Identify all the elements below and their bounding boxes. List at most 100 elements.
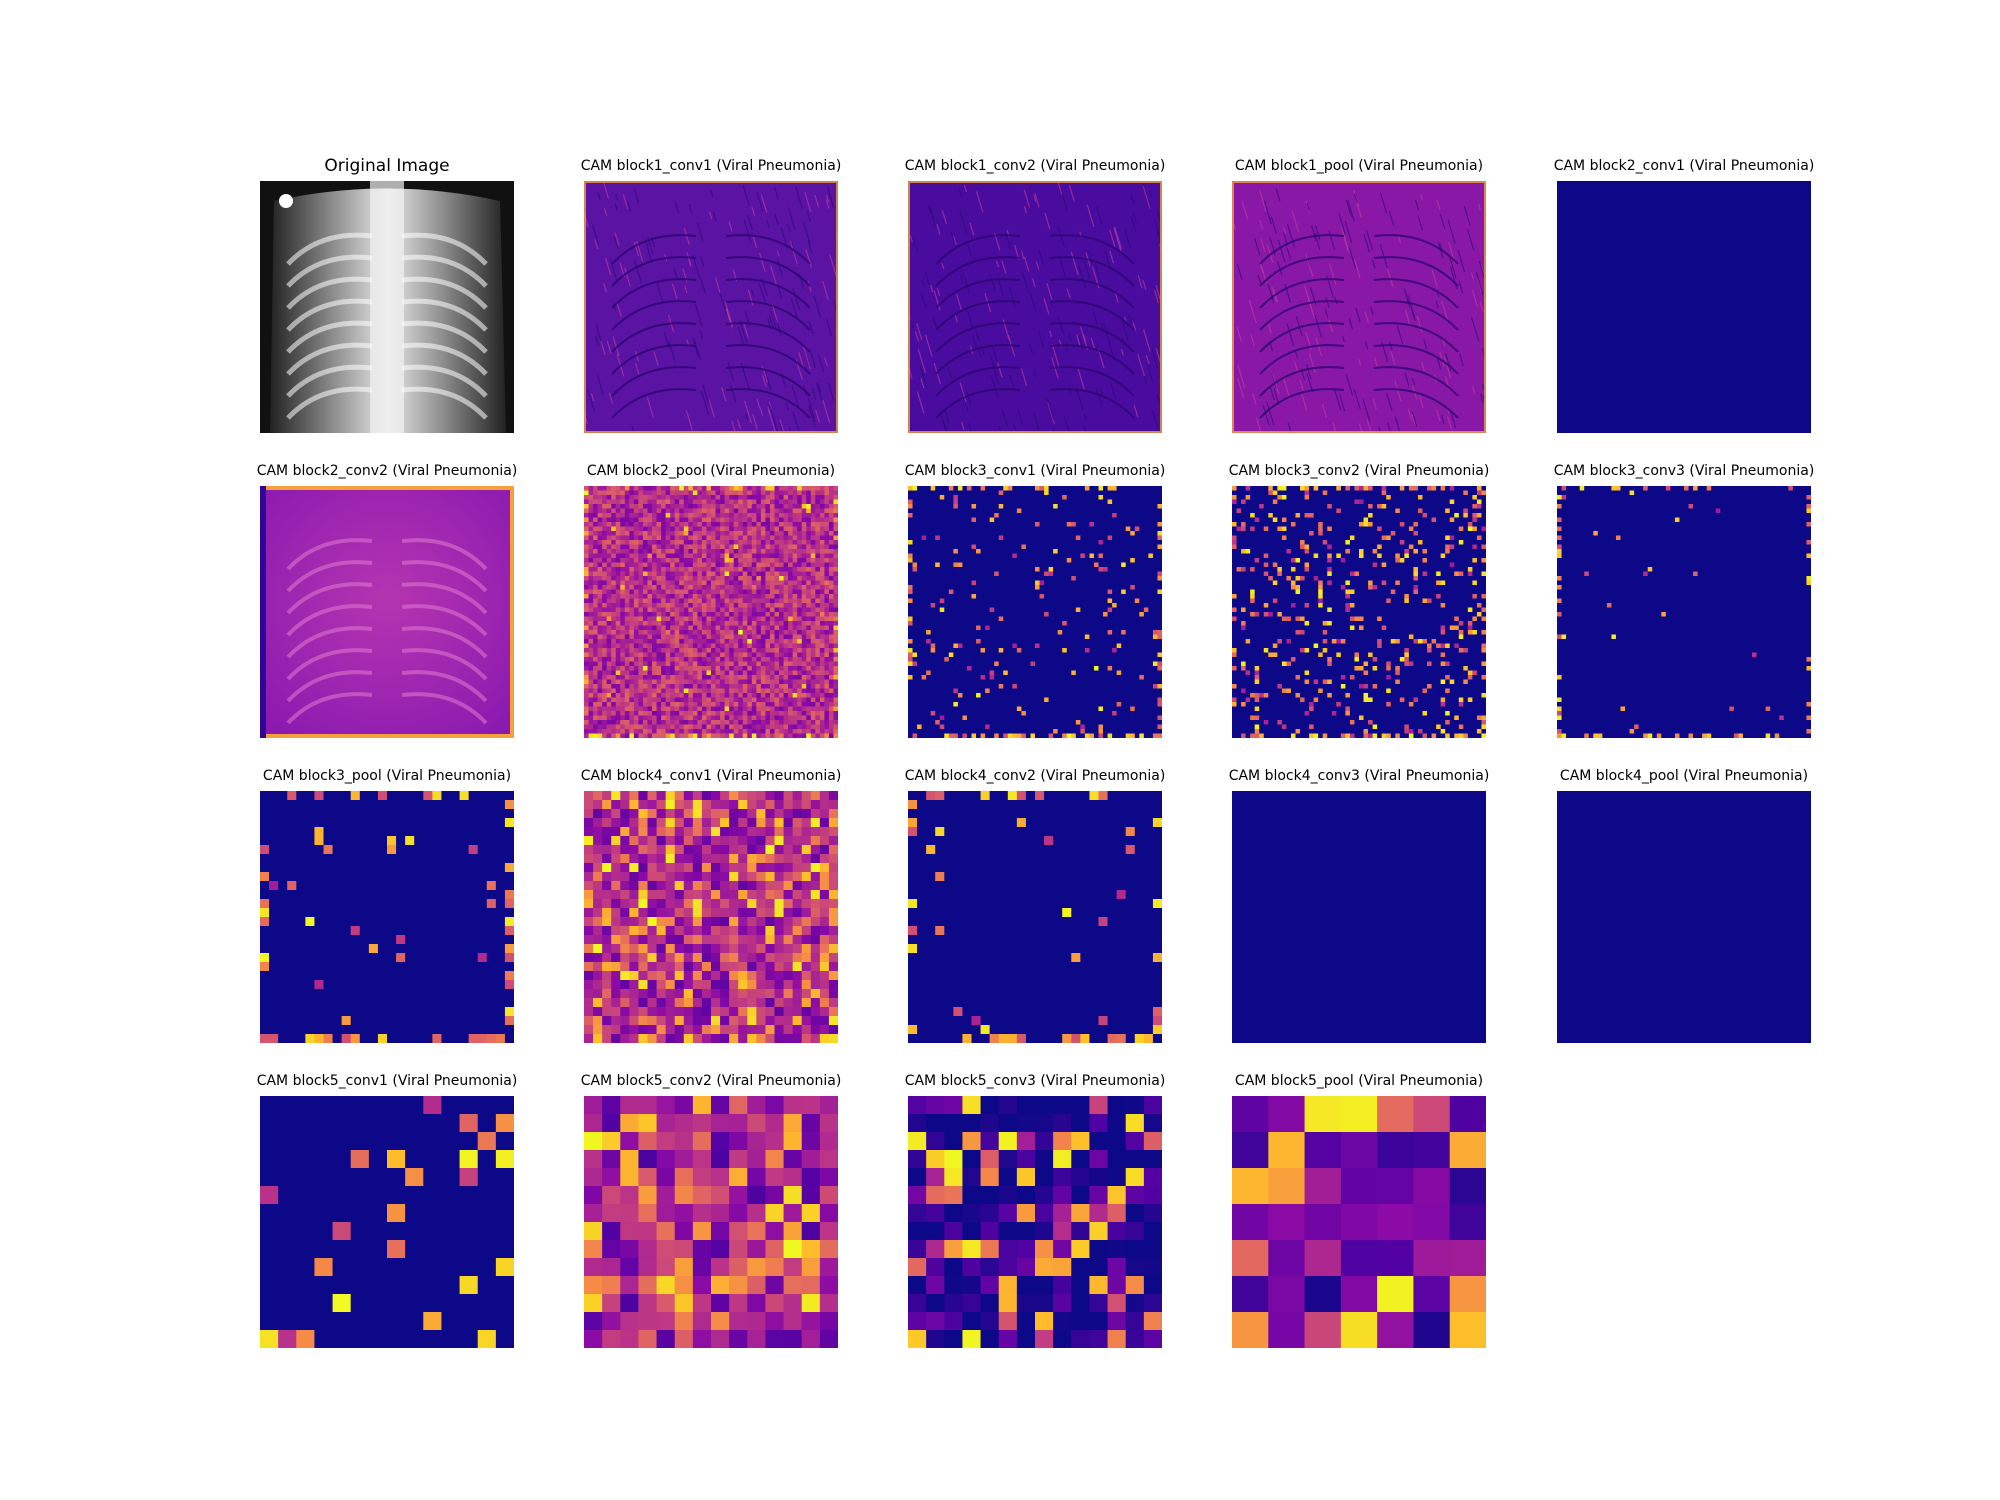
heatmap-cell — [715, 675, 721, 681]
heatmap-cell — [1035, 490, 1041, 496]
heatmap-cell — [1125, 571, 1131, 577]
heatmap-cell — [756, 490, 762, 496]
heatmap-cell — [661, 594, 667, 600]
heatmap-cell — [801, 558, 807, 564]
heatmap-cell — [747, 630, 753, 636]
heatmap-cell — [588, 652, 594, 658]
heatmap-cell — [1039, 486, 1045, 492]
edge-stroke — [750, 288, 755, 297]
heatmap-cell — [1112, 540, 1118, 546]
heatmap-cell — [1134, 490, 1140, 496]
heatmap-cell — [810, 531, 816, 537]
heatmap-cell — [733, 517, 739, 523]
heatmap-cell — [683, 517, 689, 523]
edge-stroke — [768, 315, 774, 328]
heatmap-cell — [801, 661, 807, 667]
heatmap-cell — [629, 535, 635, 541]
heatmap-cell — [729, 657, 735, 663]
heatmap-cell — [729, 549, 735, 555]
heatmap-cell — [624, 720, 630, 726]
heatmap-cell — [715, 630, 721, 636]
heatmap-cell — [756, 585, 762, 591]
edge-stroke — [1347, 200, 1355, 222]
heatmap-cell — [769, 670, 776, 676]
edge-stroke — [1344, 220, 1353, 244]
heatmap-cell — [948, 558, 954, 564]
heatmap-cell — [833, 625, 838, 631]
heatmap-cell — [724, 508, 730, 514]
heatmap-cell — [715, 508, 721, 514]
heatmap-cell — [611, 666, 617, 672]
heatmap-cell — [760, 661, 767, 667]
heatmap-cell — [606, 517, 612, 523]
heatmap-cell — [815, 657, 821, 663]
heatmap-cell — [711, 567, 717, 573]
cam-background — [260, 486, 514, 738]
heatmap-cell — [1057, 562, 1063, 568]
heatmap-cell — [1098, 508, 1104, 514]
heatmap-cell — [615, 486, 621, 492]
heatmap-cell — [742, 504, 748, 510]
heatmap-cell — [593, 576, 599, 582]
heatmap-cell — [629, 724, 635, 730]
edge-stroke — [1008, 286, 1016, 307]
edge-stroke — [700, 390, 710, 415]
heatmap-cell — [720, 513, 726, 519]
heatmap-cell — [810, 720, 816, 726]
heatmap-cell — [1039, 576, 1045, 582]
heatmap-cell — [729, 648, 735, 654]
heatmap-cell — [819, 715, 825, 721]
heatmap-cell — [665, 585, 671, 591]
heatmap-cell — [783, 517, 789, 523]
heatmap-cell — [783, 508, 789, 514]
heatmap-cell — [1048, 499, 1054, 505]
heatmap-cell — [1071, 522, 1077, 528]
heatmap-cell — [806, 724, 812, 730]
heatmap-cell — [935, 526, 941, 532]
heatmap-cell — [810, 495, 816, 501]
heatmap-cell — [1044, 553, 1050, 559]
edge-stroke — [1033, 194, 1037, 203]
heatmap-cell — [715, 679, 721, 685]
heatmap-cell — [656, 634, 662, 640]
heatmap-cell — [1071, 513, 1077, 519]
heatmap-cell — [665, 535, 671, 541]
heatmap-cell — [688, 675, 694, 681]
heatmap-cell — [783, 688, 789, 694]
heatmap-cell — [756, 517, 762, 523]
heatmap-cell — [688, 643, 694, 649]
heatmap-cell — [697, 562, 703, 568]
heatmap-cell — [747, 558, 753, 564]
heatmap-cell — [765, 495, 771, 501]
heatmap-cell — [638, 504, 644, 510]
edge-stroke — [811, 387, 817, 401]
heatmap-cell — [1089, 558, 1095, 564]
heatmap-cell — [1035, 540, 1041, 546]
rib-line — [935, 344, 1021, 375]
heatmap-cell — [733, 652, 739, 658]
heatmap-cell — [810, 729, 816, 735]
heatmap-cell — [769, 499, 776, 505]
heatmap-cell — [751, 571, 757, 577]
heatmap-cell — [824, 571, 830, 577]
heatmap-cell — [674, 621, 680, 627]
heatmap-cell — [679, 558, 685, 564]
heatmap-cell — [833, 715, 838, 721]
heatmap-cell — [815, 589, 821, 595]
heatmap-cell — [661, 720, 667, 726]
heatmap-cell — [588, 715, 594, 721]
heatmap-cell — [1143, 504, 1149, 510]
heatmap-cell — [994, 517, 1000, 523]
edge-stroke — [790, 298, 798, 320]
heatmap-cell — [765, 607, 771, 613]
heatmap-cell — [1075, 535, 1081, 541]
heatmap-cell — [760, 648, 767, 654]
heatmap-cell — [724, 652, 730, 658]
heatmap-cell — [976, 544, 982, 550]
heatmap-cell — [1125, 553, 1131, 559]
heatmap-cell — [819, 499, 825, 505]
heatmap-cell — [647, 625, 653, 631]
heatmap-cell — [729, 553, 735, 559]
heatmap-cell — [611, 679, 617, 685]
heatmap-cell — [633, 504, 640, 510]
